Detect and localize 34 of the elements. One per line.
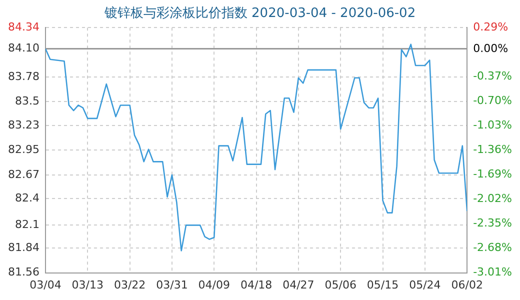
y-tick-label: 82.67 — [8, 168, 40, 181]
y-tick-label: 84.10 — [8, 42, 40, 55]
x-tick-label: 03/04 — [30, 278, 62, 292]
y2-tick-label: 0.00% — [473, 42, 508, 56]
y2-tick-label: -0.70% — [473, 94, 512, 108]
y2-tick-label: -1.36% — [473, 143, 512, 156]
y-tick-label: 82.95 — [8, 143, 40, 156]
y2-tick-label: 0.29% — [473, 20, 508, 34]
y-tick-label: 81.56 — [8, 266, 40, 279]
x-tick-label: 03/22 — [114, 278, 146, 292]
y-tick-label: 81.84 — [8, 240, 40, 254]
x-tick-label: 05/15 — [366, 278, 399, 292]
y-tick-label: 84.34 — [8, 20, 40, 34]
y2-tick-label: -2.68% — [473, 241, 512, 254]
y2-tick-label: -0.37% — [473, 70, 512, 82]
y-tick-label: 83.78 — [8, 70, 40, 83]
y2-tick-label: -1.69% — [473, 168, 512, 181]
y-tick-label: 82.4 — [14, 192, 40, 205]
x-tick-label: 04/09 — [198, 278, 230, 292]
x-tick-label: 03/13 — [72, 278, 104, 292]
x-tick-label: 05/06 — [324, 278, 356, 292]
y-tick-label: 83.23 — [8, 118, 40, 132]
x-tick-label: 05/24 — [409, 278, 441, 292]
y2-tick-label: -1.03% — [473, 118, 512, 132]
x-tick-label: 04/27 — [282, 278, 314, 292]
y2-tick-label: -2.35% — [473, 216, 512, 230]
x-tick-label: 03/31 — [156, 278, 188, 292]
x-tick-label: 06/02 — [451, 278, 483, 292]
y-tick-label: 82.1 — [14, 218, 40, 232]
y2-tick-label: -2.02% — [473, 192, 512, 206]
y-tick-label: 83.5 — [14, 94, 40, 108]
chart-title: 镀锌板与彩涂板比价指数 2020-03-04 - 2020-06-02 — [103, 6, 416, 22]
y2-tick-label: -3.01% — [473, 266, 512, 279]
x-tick-label: 04/18 — [240, 278, 272, 292]
